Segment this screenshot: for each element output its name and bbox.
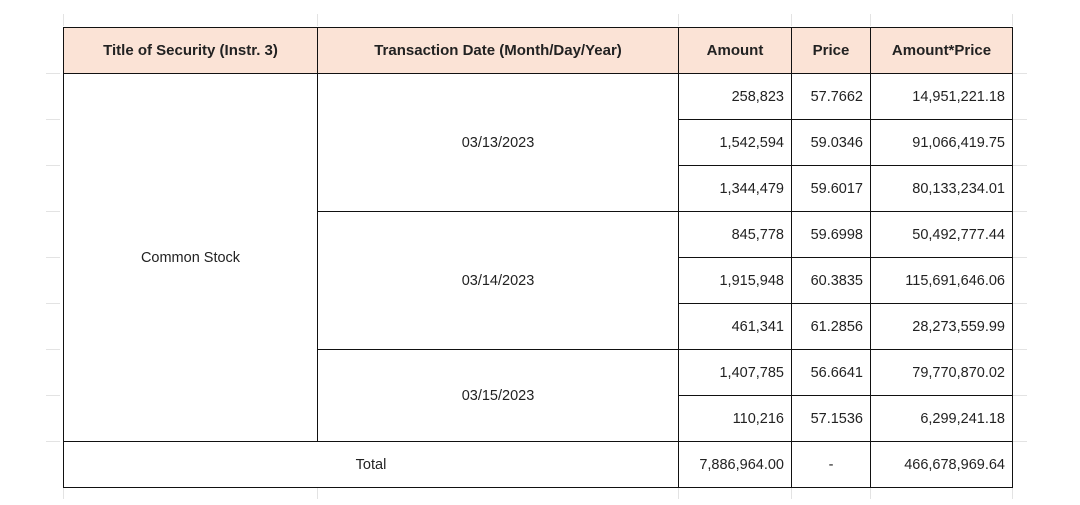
header-transaction-date: Transaction Date (Month/Day/Year)	[317, 27, 679, 74]
transaction-date-cell: 03/15/2023	[317, 349, 679, 442]
amount-price-cell: 6,299,241.18	[870, 395, 1013, 442]
security-title-cell: Common Stock	[63, 73, 318, 442]
table-row: 1,915,948 60.3835 115,691,646.06	[64, 257, 1013, 304]
total-amount: 7,886,964.00	[678, 441, 792, 488]
header-row: Title of Security (Instr. 3) Transaction…	[63, 27, 1013, 74]
total-row: Total 7,886,964.00 - 466,678,969.64	[63, 441, 1013, 488]
amount-price-cell: 115,691,646.06	[870, 257, 1013, 304]
header-amount: Amount	[678, 27, 792, 74]
header-title-of-security: Title of Security (Instr. 3)	[63, 27, 318, 74]
amount-price-cell: 28,273,559.99	[870, 303, 1013, 350]
table-row: 03/15/2023 1,407,785 56.6641 79,770,870.…	[64, 349, 1013, 442]
total-amount-price: 466,678,969.64	[870, 441, 1013, 488]
price-cell: 59.0346	[791, 119, 871, 166]
price-cell: 57.7662	[791, 73, 871, 120]
total-label: Total	[63, 441, 679, 488]
amount-price-cell: 50,492,777.44	[870, 211, 1013, 258]
amount-cell: 258,823	[678, 73, 792, 120]
price-cell: 57.1536	[791, 395, 871, 442]
amount-price-cell: 80,133,234.01	[870, 165, 1013, 212]
price-cell: 59.6017	[791, 165, 871, 212]
amount-price-cell: 79,770,870.02	[870, 349, 1013, 396]
table-row: Common Stock 03/13/2023 258,823 57.7662 …	[63, 73, 1013, 442]
amount-cell: 1,542,594	[678, 119, 792, 166]
amount-cell: 1,407,785	[678, 349, 792, 396]
amount-price-cell: 14,951,221.18	[870, 73, 1013, 120]
amount-price-cell: 91,066,419.75	[870, 119, 1013, 166]
amount-cell: 461,341	[678, 303, 792, 350]
price-cell: 61.2856	[791, 303, 871, 350]
transaction-date-cell: 03/13/2023	[317, 73, 679, 212]
price-cell: 60.3835	[791, 257, 871, 304]
header-amount-price: Amount*Price	[870, 27, 1013, 74]
amount-cell: 845,778	[678, 211, 792, 258]
amount-cell: 1,915,948	[678, 257, 792, 304]
amount-cell: 1,344,479	[678, 165, 792, 212]
header-price: Price	[791, 27, 871, 74]
transaction-date-cell: 03/14/2023	[317, 211, 679, 350]
total-price: -	[791, 441, 871, 488]
securities-transaction-table: Title of Security (Instr. 3) Transaction…	[63, 27, 1013, 488]
price-cell: 56.6641	[791, 349, 871, 396]
table-row: 110,216 57.1536 6,299,241.18	[64, 395, 1013, 442]
amount-cell: 110,216	[678, 395, 792, 442]
price-cell: 59.6998	[791, 211, 871, 258]
